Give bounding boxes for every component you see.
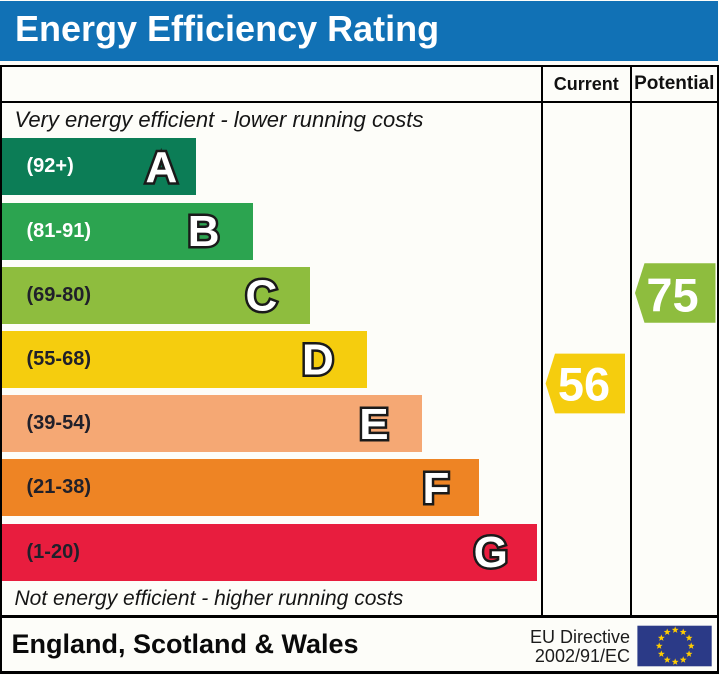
svg-text:B: B [188, 207, 220, 256]
svg-text:E: E [359, 400, 388, 449]
svg-text:D: D [302, 336, 334, 385]
svg-text:G: G [474, 528, 508, 577]
svg-text:75: 75 [646, 268, 698, 321]
svg-text:56: 56 [558, 358, 610, 411]
svg-text:A: A [146, 143, 178, 192]
svg-text:F: F [423, 464, 450, 513]
svg-text:C: C [246, 271, 278, 320]
